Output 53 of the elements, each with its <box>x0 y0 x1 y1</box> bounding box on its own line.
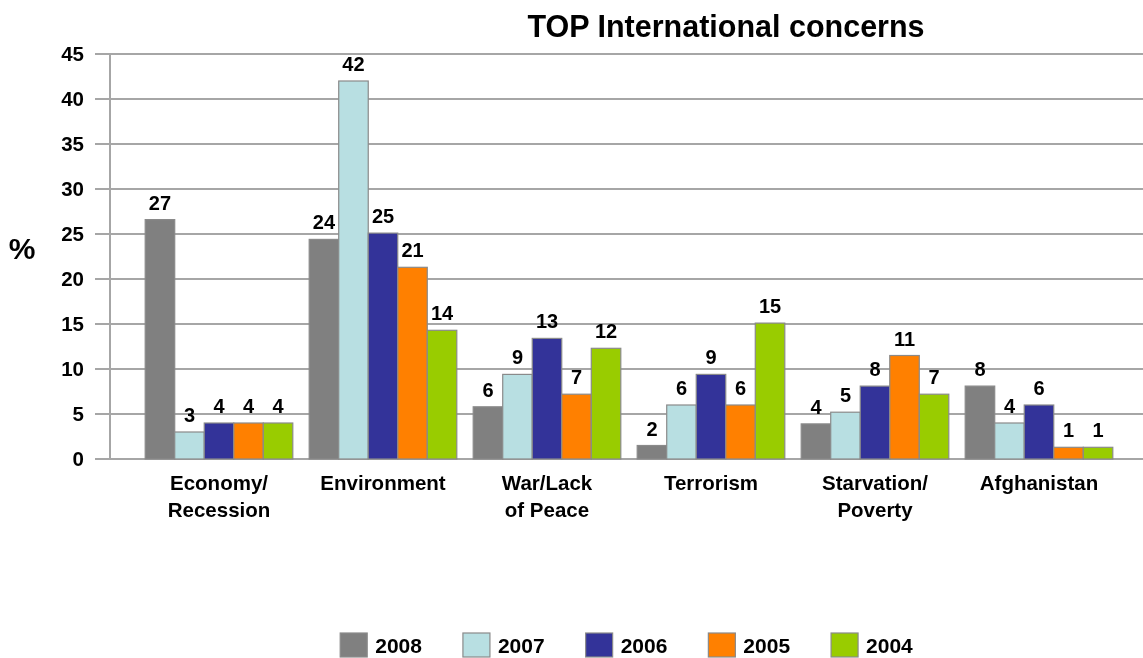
data-label: 12 <box>594 320 618 343</box>
data-label: 1 <box>1092 419 1104 442</box>
data-label: 42 <box>342 53 365 75</box>
y-tick-label: 45 <box>61 42 84 66</box>
data-label: 6 <box>675 377 688 399</box>
chart-title: TOP International concerns <box>527 9 925 43</box>
data-label: 9 <box>511 346 524 369</box>
data-label: 6 <box>1033 377 1045 399</box>
data-label: 4 <box>272 395 285 417</box>
y-tick-label: 0 <box>72 447 84 471</box>
y-tick-label: 20 <box>61 267 84 291</box>
data-label: 6 <box>482 378 494 401</box>
data-label: 4 <box>1003 395 1016 417</box>
legend-label: 2008 <box>375 634 423 657</box>
data-label: 8 <box>974 358 986 381</box>
legend-label: 2005 <box>743 634 791 657</box>
y-axis-title: % <box>8 232 36 265</box>
legend-label: 2007 <box>497 634 545 657</box>
y-tick-label: 30 <box>61 177 84 201</box>
x-tick-label: Economy/ Recession <box>167 471 271 521</box>
y-tick-label: 5 <box>72 402 84 426</box>
y-tick-label: 40 <box>61 87 84 111</box>
data-label: 8 <box>869 358 881 381</box>
legend-label: 2004 <box>866 634 914 657</box>
y-tick-label: 10 <box>61 357 84 381</box>
data-label: 4 <box>810 395 823 418</box>
y-tick-label: 35 <box>61 132 84 156</box>
y-tick-label: 15 <box>61 312 84 336</box>
x-tick-label: Terrorism <box>663 471 759 494</box>
x-tick-label: Environment <box>320 471 446 494</box>
data-label: 4 <box>213 395 226 417</box>
data-label: 3 <box>183 404 196 426</box>
x-tick-label: War/Lack of Peace <box>501 471 593 521</box>
data-label: 15 <box>758 295 782 318</box>
data-label: 21 <box>401 239 424 262</box>
x-tick-label: Afghanistan <box>979 471 1099 494</box>
data-label: 7 <box>928 366 940 389</box>
data-label: 14 <box>430 302 455 325</box>
data-label: 13 <box>535 310 559 333</box>
data-label: 5 <box>839 384 852 407</box>
data-label: 11 <box>893 327 916 350</box>
y-tick-label: 25 <box>61 222 84 246</box>
data-label: 9 <box>705 346 717 369</box>
data-label: 2 <box>646 417 658 440</box>
data-label: 24 <box>312 211 336 234</box>
data-label: 25 <box>371 205 395 228</box>
x-tick-label: Starvation/ Poverty <box>822 471 929 521</box>
data-label: 1 <box>1062 419 1075 442</box>
legend-label: 2006 <box>620 634 668 657</box>
data-label: 27 <box>148 191 172 214</box>
data-label: 7 <box>570 366 583 389</box>
data-label: 6 <box>734 377 747 399</box>
data-label: 4 <box>242 395 255 417</box>
